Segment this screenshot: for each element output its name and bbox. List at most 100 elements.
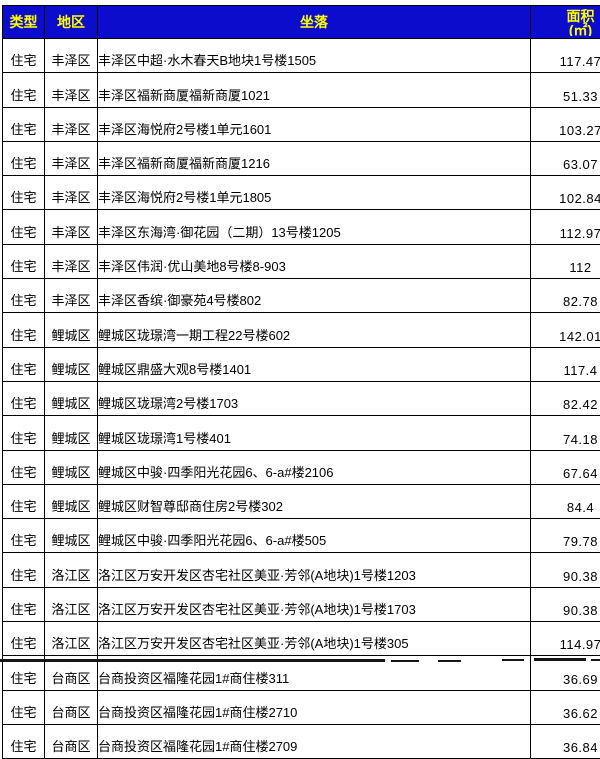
cell-area[interactable]: 84.4 xyxy=(531,484,600,518)
cell-type[interactable]: 住宅 xyxy=(3,210,45,244)
cell-type[interactable]: 住宅 xyxy=(3,724,45,758)
cell-district[interactable]: 鲤城区 xyxy=(45,484,98,518)
cell-area[interactable]: 82.78 xyxy=(531,279,600,313)
cell-district[interactable]: 鲤城区 xyxy=(45,313,98,347)
cell-area[interactable]: 103.27 xyxy=(531,107,600,141)
cell-district[interactable]: 台商区 xyxy=(45,724,98,758)
cell-type[interactable]: 住宅 xyxy=(3,244,45,278)
cell-location[interactable]: 鲤城区珑璟湾2号楼1703 xyxy=(98,381,531,415)
table-row: 住宅 台商区 台商投资区福隆花园1#商住楼311 36.69 xyxy=(3,656,600,690)
table-row: 住宅 洛江区 洛江区万安开发区杏宅社区美亚·芳邻(A地块)1号楼1703 90.… xyxy=(3,587,600,621)
cell-area[interactable]: 90.38 xyxy=(531,587,600,621)
cell-location[interactable]: 鲤城区珑璟湾一期工程22号楼602 xyxy=(98,313,531,347)
cell-location[interactable]: 鲤城区中骏·四季阳光花园6、6-a#楼505 xyxy=(98,519,531,553)
cell-type[interactable]: 住宅 xyxy=(3,279,45,313)
cell-district[interactable]: 洛江区 xyxy=(45,587,98,621)
cell-area[interactable]: 117.4 xyxy=(531,347,600,381)
cell-area[interactable]: 82.42 xyxy=(531,381,600,415)
cell-area[interactable]: 114.97 xyxy=(531,622,600,656)
cell-district[interactable]: 丰泽区 xyxy=(45,141,98,175)
cell-location[interactable]: 丰泽区中超·水木春天B地块1号楼1505 xyxy=(98,39,531,73)
cell-location[interactable]: 台商投资区福隆花园1#商住楼311 xyxy=(98,656,531,690)
cell-type[interactable]: 住宅 xyxy=(3,107,45,141)
cell-type[interactable]: 住宅 xyxy=(3,416,45,450)
cell-type[interactable]: 住宅 xyxy=(3,519,45,553)
cell-area[interactable]: 117.47 xyxy=(531,39,600,73)
cell-area[interactable]: 63.07 xyxy=(531,141,600,175)
spreadsheet: 类型 地区 坐落 面积 (㎡) 住宅 丰泽区 丰泽区中超·水木春天B地块1号楼1… xyxy=(2,5,600,759)
cell-district[interactable]: 鲤城区 xyxy=(45,381,98,415)
cell-district[interactable]: 丰泽区 xyxy=(45,107,98,141)
cell-type[interactable]: 住宅 xyxy=(3,176,45,210)
cell-location[interactable]: 鲤城区财智尊邸商住房2号楼302 xyxy=(98,484,531,518)
cell-area[interactable]: 112.97 xyxy=(531,210,600,244)
column-header-area[interactable]: 面积 (㎡) xyxy=(531,6,600,39)
cell-district[interactable]: 丰泽区 xyxy=(45,279,98,313)
cell-area[interactable]: 142.01 xyxy=(531,313,600,347)
cell-type[interactable]: 住宅 xyxy=(3,553,45,587)
cell-type[interactable]: 住宅 xyxy=(3,450,45,484)
cell-location[interactable]: 丰泽区伟润·优山美地8号楼8-903 xyxy=(98,244,531,278)
column-header-type[interactable]: 类型 xyxy=(3,6,45,39)
cell-area[interactable]: 36.62 xyxy=(531,690,600,724)
cell-district[interactable]: 丰泽区 xyxy=(45,244,98,278)
table-row: 住宅 鲤城区 鲤城区中骏·四季阳光花园6、6-a#楼505 79.78 xyxy=(3,519,600,553)
area-unit-label: (㎡) xyxy=(569,22,592,36)
cell-location[interactable]: 鲤城区鼎盛大观8号楼1401 xyxy=(98,347,531,381)
cell-location[interactable]: 丰泽区海悦府2号楼1单元1805 xyxy=(98,176,531,210)
cell-area[interactable]: 90.38 xyxy=(531,553,600,587)
cell-location[interactable]: 台商投资区福隆花园1#商住楼2710 xyxy=(98,690,531,724)
header-row: 类型 地区 坐落 面积 (㎡) xyxy=(3,6,600,39)
cell-location[interactable]: 丰泽区海悦府2号楼1单元1601 xyxy=(98,107,531,141)
cell-district[interactable]: 台商区 xyxy=(45,656,98,690)
table-row: 住宅 台商区 台商投资区福隆花园1#商住楼2709 36.84 xyxy=(3,724,600,758)
cell-location[interactable]: 洛江区万安开发区杏宅社区美亚·芳邻(A地块)1号楼1203 xyxy=(98,553,531,587)
cell-location[interactable]: 丰泽区福新商厦福新商厦1021 xyxy=(98,73,531,107)
cell-type[interactable]: 住宅 xyxy=(3,141,45,175)
table-body: 住宅 丰泽区 丰泽区中超·水木春天B地块1号楼1505 117.47 住宅 丰泽… xyxy=(3,39,600,759)
cell-type[interactable]: 住宅 xyxy=(3,73,45,107)
cell-type[interactable]: 住宅 xyxy=(3,656,45,690)
cell-area[interactable]: 102.84 xyxy=(531,176,600,210)
cell-district[interactable]: 丰泽区 xyxy=(45,73,98,107)
cell-district[interactable]: 丰泽区 xyxy=(45,210,98,244)
cell-type[interactable]: 住宅 xyxy=(3,622,45,656)
table-row: 住宅 鲤城区 鲤城区珑璟湾一期工程22号楼602 142.01 xyxy=(3,313,600,347)
cell-type[interactable]: 住宅 xyxy=(3,313,45,347)
cell-area[interactable]: 51.33 xyxy=(531,73,600,107)
table-row: 住宅 鲤城区 鲤城区珑璟湾2号楼1703 82.42 xyxy=(3,381,600,415)
cell-type[interactable]: 住宅 xyxy=(3,484,45,518)
cell-location[interactable]: 丰泽区东海湾·御花园（二期）13号楼1205 xyxy=(98,210,531,244)
cell-area[interactable]: 67.64 xyxy=(531,450,600,484)
cell-district[interactable]: 丰泽区 xyxy=(45,176,98,210)
cell-district[interactable]: 洛江区 xyxy=(45,622,98,656)
cell-type[interactable]: 住宅 xyxy=(3,347,45,381)
cell-district[interactable]: 鲤城区 xyxy=(45,450,98,484)
cell-district[interactable]: 鲤城区 xyxy=(45,416,98,450)
cell-location[interactable]: 鲤城区中骏·四季阳光花园6、6-a#楼2106 xyxy=(98,450,531,484)
cell-location[interactable]: 台商投资区福隆花园1#商住楼2709 xyxy=(98,724,531,758)
table-row: 住宅 鲤城区 鲤城区中骏·四季阳光花园6、6-a#楼2106 67.64 xyxy=(3,450,600,484)
column-header-district[interactable]: 地区 xyxy=(45,6,98,39)
cell-location[interactable]: 鲤城区珑璟湾1号楼401 xyxy=(98,416,531,450)
cell-type[interactable]: 住宅 xyxy=(3,381,45,415)
cell-type[interactable]: 住宅 xyxy=(3,587,45,621)
cell-area[interactable]: 36.69 xyxy=(531,656,600,690)
cell-area[interactable]: 79.78 xyxy=(531,519,600,553)
cell-location[interactable]: 丰泽区福新商厦福新商厦1216 xyxy=(98,141,531,175)
cell-district[interactable]: 丰泽区 xyxy=(45,39,98,73)
cell-location[interactable]: 丰泽区香缤·御豪苑4号楼802 xyxy=(98,279,531,313)
cell-location[interactable]: 洛江区万安开发区杏宅社区美亚·芳邻(A地块)1号楼305 xyxy=(98,622,531,656)
listings-table: 类型 地区 坐落 面积 (㎡) 住宅 丰泽区 丰泽区中超·水木春天B地块1号楼1… xyxy=(2,5,600,759)
cell-area[interactable]: 36.84 xyxy=(531,724,600,758)
column-header-location[interactable]: 坐落 xyxy=(98,6,531,39)
cell-location[interactable]: 洛江区万安开发区杏宅社区美亚·芳邻(A地块)1号楼1703 xyxy=(98,587,531,621)
cell-area[interactable]: 112 xyxy=(531,244,600,278)
cell-type[interactable]: 住宅 xyxy=(3,690,45,724)
cell-district[interactable]: 鲤城区 xyxy=(45,519,98,553)
cell-district[interactable]: 鲤城区 xyxy=(45,347,98,381)
cell-type[interactable]: 住宅 xyxy=(3,39,45,73)
cell-district[interactable]: 台商区 xyxy=(45,690,98,724)
cell-area[interactable]: 74.18 xyxy=(531,416,600,450)
cell-district[interactable]: 洛江区 xyxy=(45,553,98,587)
